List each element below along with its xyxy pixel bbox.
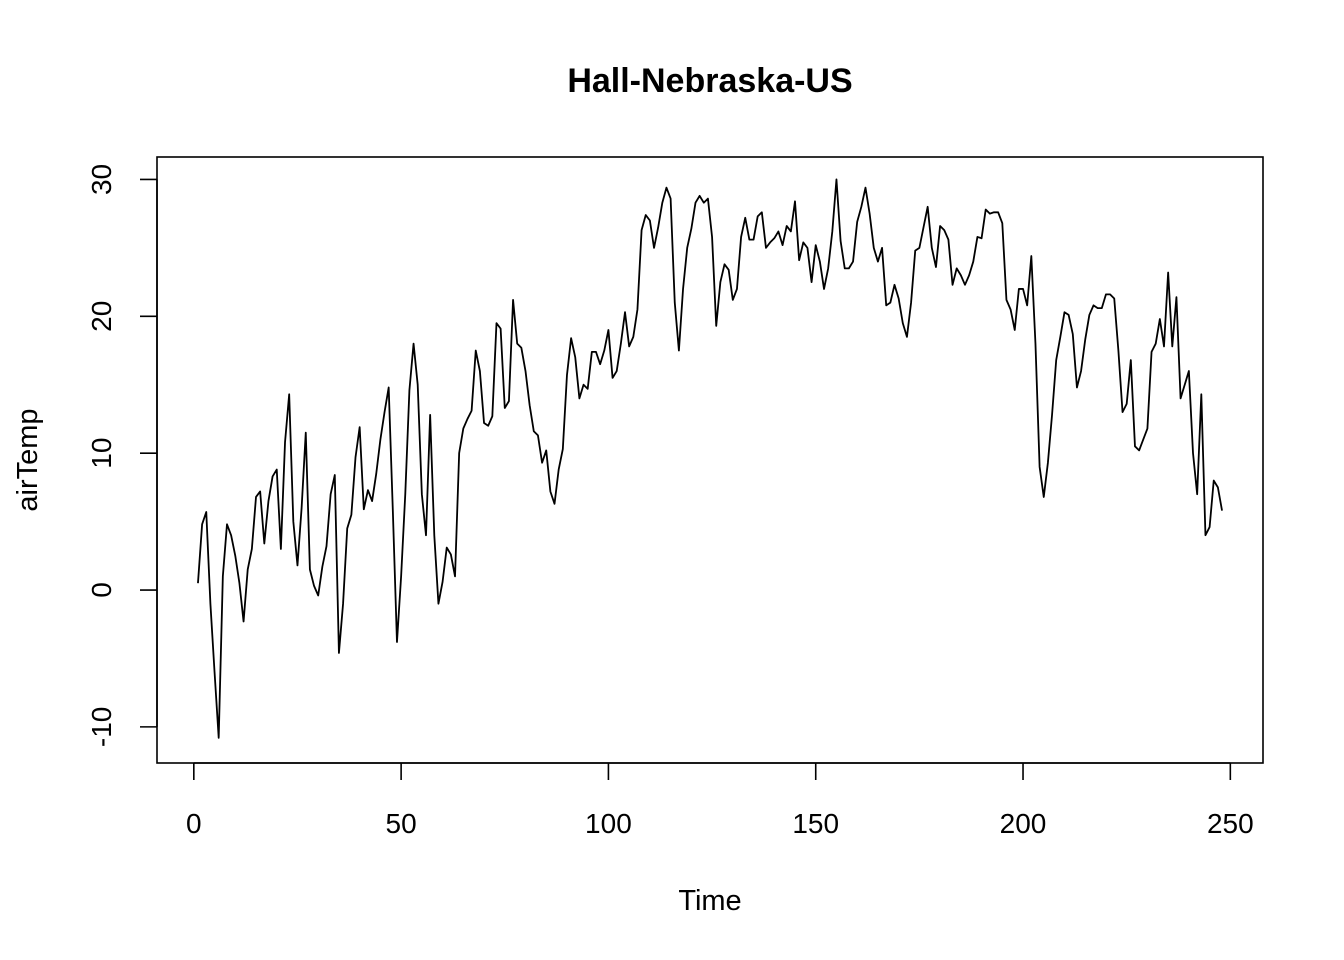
y-axis-label: airTemp [12, 408, 44, 511]
y-tick-label: 20 [86, 301, 117, 332]
series-line-0 [197, 178, 1223, 739]
y-tick-label: 30 [86, 164, 117, 195]
y-tick-label: -10 [86, 707, 117, 747]
x-tick-label: 0 [186, 808, 202, 839]
y-tick-label: 0 [86, 582, 117, 598]
plot-frame [156, 156, 1264, 764]
x-axis: 0 50 100 150 200 250 [186, 762, 1254, 839]
x-tick-label: 250 [1207, 808, 1254, 839]
series-layer [197, 178, 1223, 739]
y-axis: -10 0 10 20 30 [86, 164, 158, 747]
x-axis-label: Time [678, 885, 741, 917]
x-tick-label: 50 [386, 808, 417, 839]
x-tick-label: 150 [792, 808, 839, 839]
y-tick-label: 10 [86, 438, 117, 469]
x-tick-label: 100 [585, 808, 632, 839]
chart-title: Hall-Nebraska-US [567, 62, 852, 100]
x-tick-label: 200 [1000, 808, 1047, 839]
